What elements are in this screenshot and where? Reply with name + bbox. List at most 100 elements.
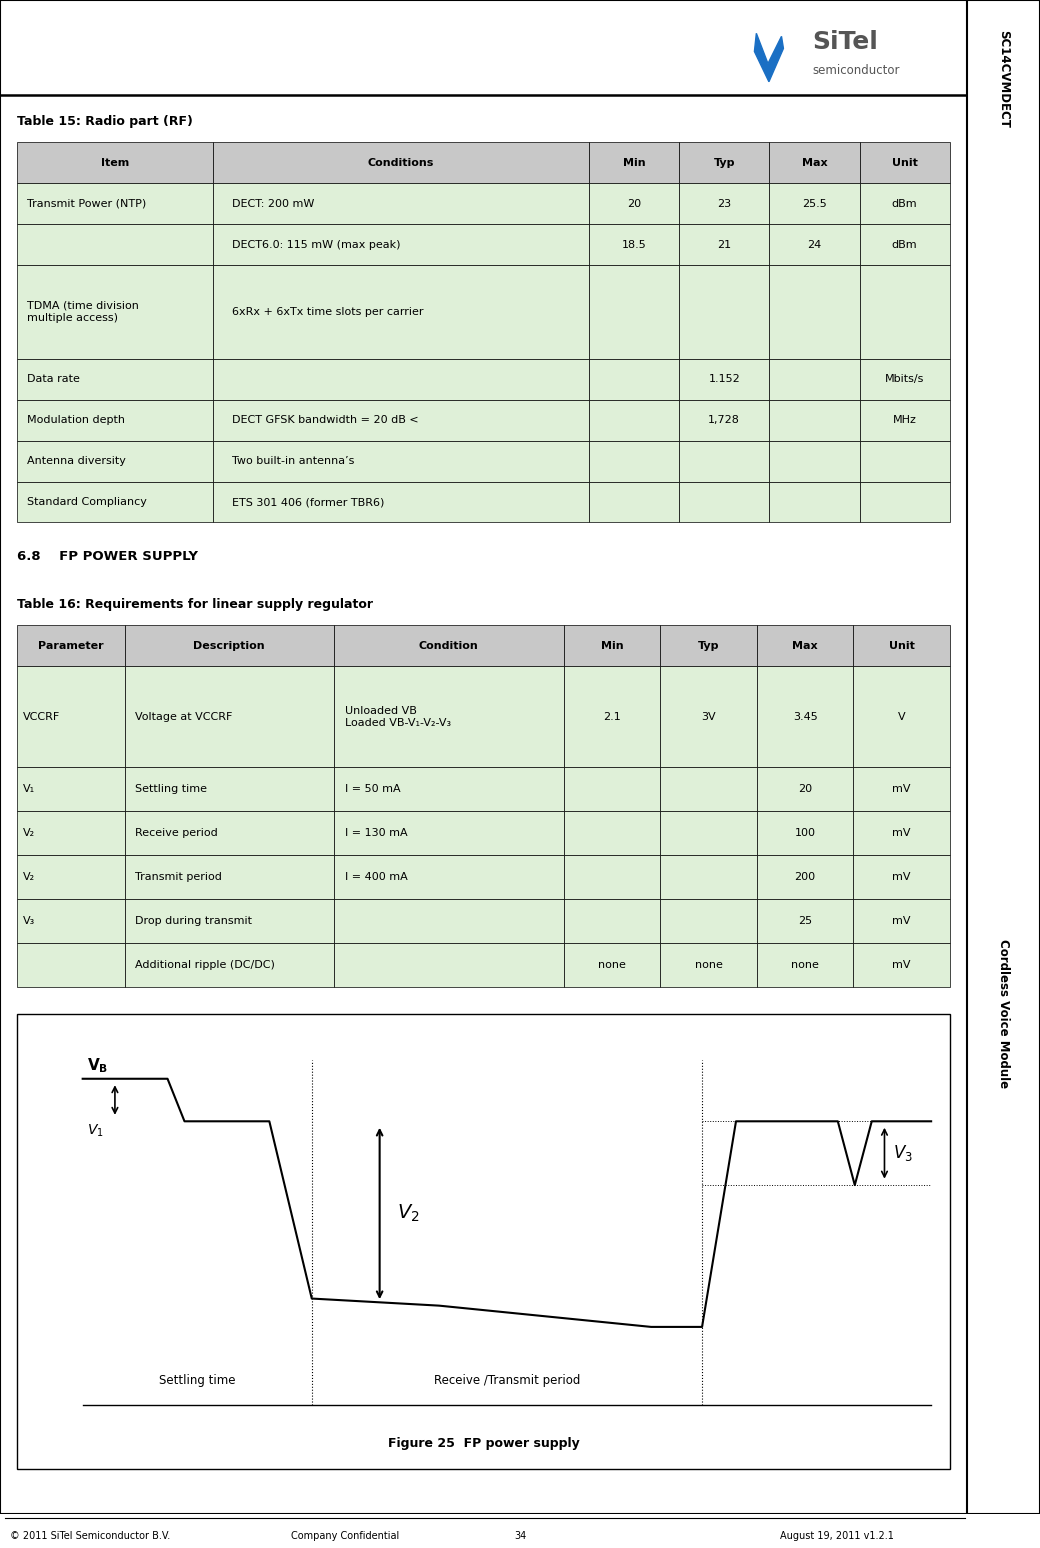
Bar — [125, 811, 334, 854]
Bar — [770, 359, 860, 399]
Bar — [18, 183, 213, 224]
Bar — [213, 399, 589, 441]
Bar — [334, 899, 564, 943]
Bar — [770, 142, 860, 183]
Text: 200: 200 — [795, 872, 815, 882]
Text: 3.45: 3.45 — [792, 712, 817, 721]
Text: Unloaded VB
Loaded VB-V₁-V₂-V₃: Unloaded VB Loaded VB-V₁-V₂-V₃ — [345, 706, 451, 728]
Bar — [125, 666, 334, 768]
Text: Cordless Voice Module: Cordless Voice Module — [997, 938, 1010, 1088]
Text: 3V: 3V — [701, 712, 716, 721]
Bar — [125, 854, 334, 899]
Text: ETS 301 406 (former TBR6): ETS 301 406 (former TBR6) — [232, 497, 384, 508]
Text: Settling time: Settling time — [135, 785, 207, 794]
Text: 6xRx + 6xTx time slots per carrier: 6xRx + 6xTx time slots per carrier — [232, 307, 423, 317]
Text: 25: 25 — [798, 916, 812, 926]
Text: Max: Max — [802, 158, 827, 167]
Text: dBm: dBm — [892, 240, 917, 249]
Text: semiconductor: semiconductor — [812, 63, 900, 76]
Bar — [679, 183, 770, 224]
Bar — [770, 224, 860, 265]
Bar — [18, 768, 125, 811]
Text: Voltage at VCCRF: Voltage at VCCRF — [135, 712, 232, 721]
Bar — [18, 625, 125, 666]
Bar — [854, 666, 950, 768]
Bar — [213, 224, 589, 265]
Bar — [679, 481, 770, 523]
Bar — [18, 854, 125, 899]
Bar — [18, 224, 213, 265]
Bar — [564, 811, 660, 854]
Text: $V_2$: $V_2$ — [396, 1203, 419, 1224]
Bar — [757, 625, 854, 666]
Bar — [334, 625, 564, 666]
Text: Figure 25  FP power supply: Figure 25 FP power supply — [388, 1438, 579, 1450]
Text: Standard Compliancy: Standard Compliancy — [27, 497, 147, 508]
Bar — [589, 359, 679, 399]
Text: mV: mV — [892, 916, 911, 926]
Bar — [213, 142, 589, 183]
Text: mV: mV — [892, 828, 911, 837]
Text: 1.152: 1.152 — [708, 375, 740, 384]
Text: Drop during transmit: Drop during transmit — [135, 916, 252, 926]
Bar — [660, 625, 757, 666]
Text: Typ: Typ — [698, 641, 720, 650]
Text: $\mathbf{V_B}$: $\mathbf{V_B}$ — [87, 1057, 108, 1076]
Text: 20: 20 — [798, 785, 812, 794]
Text: Condition: Condition — [419, 641, 478, 650]
Bar — [679, 224, 770, 265]
Text: Min: Min — [623, 158, 645, 167]
Bar — [18, 1014, 950, 1469]
Text: Conditions: Conditions — [368, 158, 434, 167]
Text: Transmit Power (NTP): Transmit Power (NTP) — [27, 198, 147, 209]
Bar — [589, 481, 679, 523]
Text: I = 400 mA: I = 400 mA — [345, 872, 408, 882]
Text: Receive period: Receive period — [135, 828, 217, 837]
Text: Item: Item — [101, 158, 129, 167]
Text: August 19, 2011 v1.2.1: August 19, 2011 v1.2.1 — [780, 1531, 893, 1542]
Text: TDMA (time division
multiple access): TDMA (time division multiple access) — [27, 300, 139, 324]
Text: mV: mV — [892, 785, 911, 794]
Polygon shape — [754, 34, 783, 82]
Text: V₂: V₂ — [23, 872, 35, 882]
Bar — [757, 768, 854, 811]
Bar — [679, 142, 770, 183]
Bar — [334, 666, 564, 768]
Bar — [854, 943, 950, 986]
Bar — [757, 854, 854, 899]
Bar — [18, 481, 213, 523]
Text: I = 130 mA: I = 130 mA — [345, 828, 408, 837]
Bar — [564, 854, 660, 899]
Bar — [589, 441, 679, 481]
Text: DECT GFSK bandwidth = 20 dB <: DECT GFSK bandwidth = 20 dB < — [232, 415, 418, 426]
Bar — [125, 768, 334, 811]
Text: 25.5: 25.5 — [802, 198, 827, 209]
Bar — [18, 265, 213, 359]
Text: VCCRF: VCCRF — [23, 712, 60, 721]
Text: Settling time: Settling time — [159, 1375, 235, 1387]
Text: Unit: Unit — [891, 158, 917, 167]
Bar — [757, 811, 854, 854]
Text: MHz: MHz — [892, 415, 916, 426]
Bar — [18, 943, 125, 986]
Text: Antenna diversity: Antenna diversity — [27, 457, 126, 466]
Bar — [770, 399, 860, 441]
Bar — [770, 265, 860, 359]
Text: Transmit period: Transmit period — [135, 872, 222, 882]
Bar — [679, 441, 770, 481]
Text: Description: Description — [193, 641, 265, 650]
Text: $V_1$: $V_1$ — [87, 1122, 104, 1139]
Text: Modulation depth: Modulation depth — [27, 415, 125, 426]
Text: 20: 20 — [627, 198, 641, 209]
Text: 24: 24 — [807, 240, 822, 249]
Bar — [213, 441, 589, 481]
Text: Additional ripple (DC/DC): Additional ripple (DC/DC) — [135, 960, 275, 971]
Bar — [854, 768, 950, 811]
Bar — [334, 768, 564, 811]
Bar — [18, 666, 125, 768]
Bar — [564, 943, 660, 986]
Bar — [757, 666, 854, 768]
Bar — [564, 768, 660, 811]
Bar — [660, 854, 757, 899]
Text: Unit: Unit — [888, 641, 914, 650]
